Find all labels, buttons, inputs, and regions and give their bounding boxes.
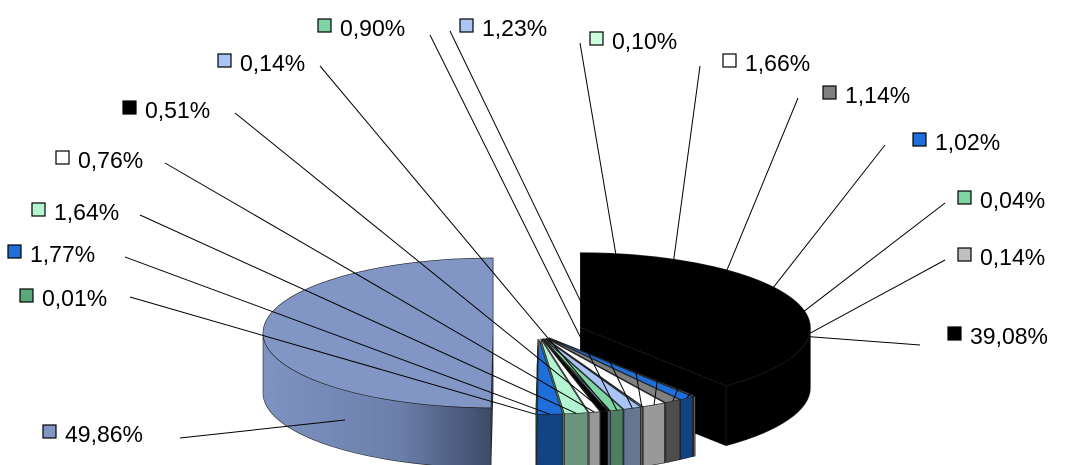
legend-swatch: [217, 53, 232, 68]
leader-line: [129, 296, 537, 415]
legend-swatch: [42, 424, 57, 439]
leader-line: [449, 30, 633, 409]
data-label: 1,02%: [935, 129, 1000, 155]
slice-label: 0,14%: [217, 50, 610, 412]
slice-label: 1,77%: [7, 241, 550, 415]
leader-line: [234, 112, 605, 412]
legend-swatch: [957, 190, 972, 205]
legend-swatch: [122, 100, 137, 115]
leader-line: [686, 144, 886, 399]
slice-label: 1,23%: [449, 15, 633, 409]
slice-label: 0,10%: [579, 28, 677, 407]
leader-line: [139, 214, 577, 414]
slice-label: 0,90%: [317, 15, 618, 411]
slice-label: 49,86%: [42, 419, 346, 447]
slice-label: 1,66%: [653, 50, 810, 405]
slice-label: 39,08%: [759, 323, 1048, 349]
data-label: 49,86%: [65, 421, 143, 447]
data-label: 1,77%: [30, 241, 95, 267]
leader-line: [672, 97, 799, 402]
leader-line: [579, 42, 643, 407]
leader-line: [179, 419, 346, 439]
leader-line: [124, 256, 550, 415]
leader-line: [319, 65, 610, 412]
data-label: 1,14%: [845, 82, 910, 108]
leader-line: [694, 259, 946, 397]
legend-swatch: [459, 18, 474, 33]
legend-swatch: [722, 53, 737, 68]
legend-swatch: [957, 247, 972, 262]
data-label: 0,14%: [980, 244, 1045, 270]
leader-line: [653, 65, 701, 405]
slice-label: 0,51%: [122, 97, 605, 412]
slice-label: 0,01%: [19, 285, 537, 415]
legend-swatch: [7, 244, 22, 259]
slice-label: 1,02%: [686, 129, 1000, 399]
slice-label: 0,04%: [692, 187, 1045, 397]
data-label: 0,01%: [42, 285, 107, 311]
data-label: 0,76%: [78, 147, 143, 173]
legend-swatch: [19, 288, 34, 303]
leader-line: [429, 34, 618, 411]
data-label: 0,14%: [240, 50, 305, 76]
legend-swatch: [317, 18, 332, 33]
data-label: 0,10%: [612, 28, 677, 54]
data-label: 39,08%: [970, 323, 1048, 349]
slice-label: 0,76%: [55, 147, 595, 413]
leader-line: [164, 162, 595, 413]
legend-swatch: [822, 85, 837, 100]
data-label: 0,04%: [980, 187, 1045, 213]
pie-slices: [262, 252, 811, 465]
slice-label: 0,14%: [694, 244, 1045, 397]
legend-swatch: [55, 150, 70, 165]
slice-labels: 39,08% 0,14% 0,04% 1,02% 1,14% 1,66% 0,10% 1,23…: [7, 15, 1048, 447]
slice-label: 1,64%: [31, 199, 577, 414]
legend-swatch: [589, 31, 604, 46]
data-label: 0,90%: [340, 15, 405, 41]
legend-swatch: [947, 326, 962, 341]
slice: [262, 257, 494, 465]
data-label: 0,51%: [145, 97, 210, 123]
leader-line: [759, 332, 921, 346]
legend-swatch: [912, 132, 927, 147]
data-label: 1,23%: [482, 15, 547, 41]
data-label: 1,66%: [745, 50, 810, 76]
slice-label: 1,14%: [672, 82, 910, 402]
legend-swatch: [31, 202, 46, 217]
data-label: 1,64%: [54, 199, 119, 225]
leader-line: [692, 202, 946, 397]
